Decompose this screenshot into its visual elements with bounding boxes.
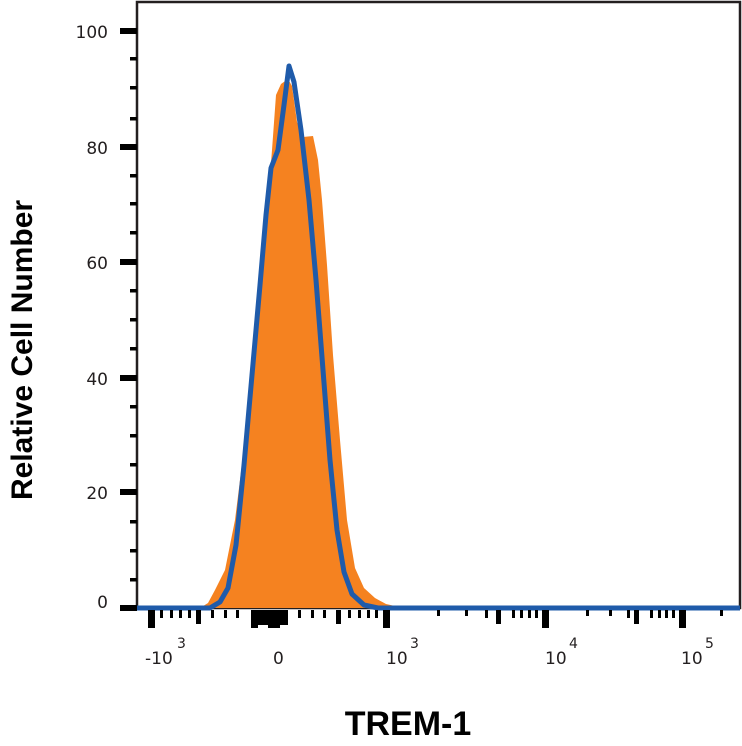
y-tick-label-0: 0: [97, 593, 108, 613]
x-tick-label-neg-1e3: -10 3: [145, 636, 186, 669]
isotype-control-line: [137, 63, 740, 611]
svg-text:10: 10: [545, 649, 567, 669]
y-tick-label-80: 80: [86, 139, 108, 159]
x-axis: [148, 610, 723, 628]
y-tick-label-40: 40: [86, 370, 108, 390]
x-tick-label-zero: 0: [273, 649, 284, 669]
y-tick-label-20: 20: [86, 484, 108, 504]
x-axis-title: TREM-1: [345, 705, 472, 743]
svg-text:10: 10: [386, 649, 408, 669]
svg-text:4: 4: [569, 636, 578, 652]
svg-text:0: 0: [273, 649, 284, 669]
x-tick-label-1e5: 10 5: [681, 636, 714, 669]
svg-text:3: 3: [410, 636, 419, 652]
y-axis: [120, 28, 137, 611]
y-axis-title: Relative Cell Number: [6, 200, 39, 500]
plot-frame: [135, 0, 742, 610]
svg-text:-10: -10: [145, 649, 173, 669]
svg-text:5: 5: [705, 636, 714, 652]
trem1-filled-histogram: [200, 79, 395, 608]
x-tick-label-1e3: 10 3: [386, 636, 419, 669]
y-tick-label-60: 60: [86, 254, 108, 274]
y-tick-label-100: 100: [76, 23, 108, 43]
x-tick-label-1e4: 10 4: [545, 636, 578, 669]
svg-text:10: 10: [681, 649, 703, 669]
svg-text:3: 3: [177, 636, 186, 652]
